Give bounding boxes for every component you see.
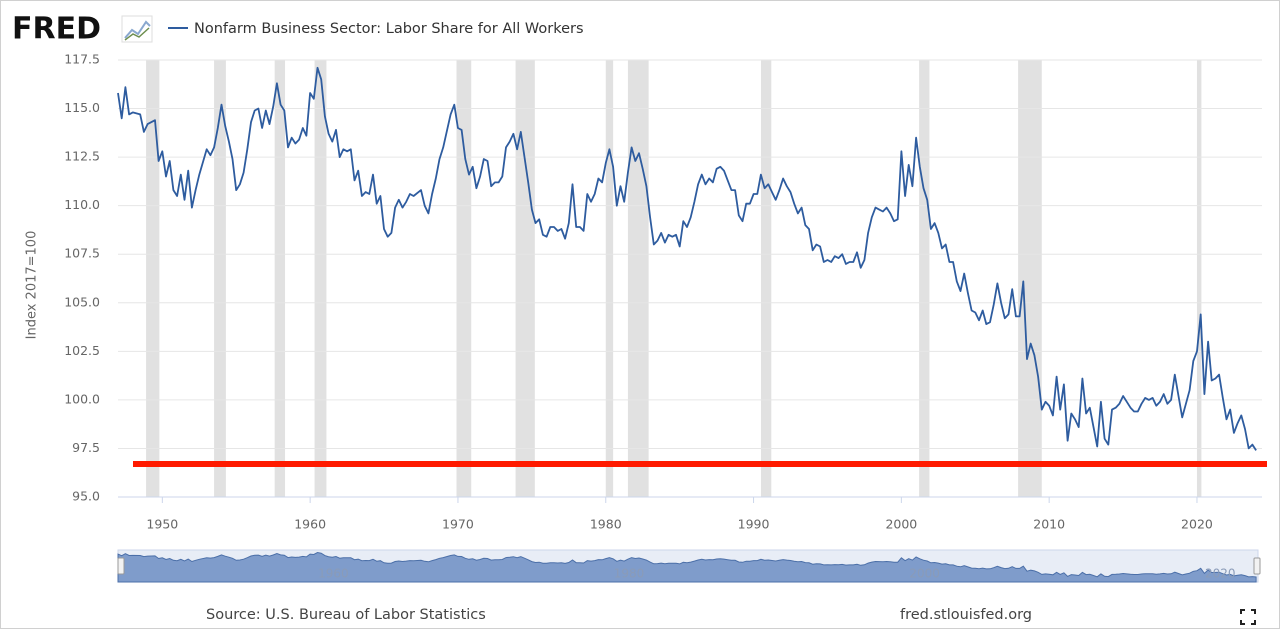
- logo-icon: [121, 15, 153, 43]
- x-tick-label: 2000: [885, 517, 917, 532]
- recession-band: [314, 60, 327, 497]
- y-tick-label: 100.0: [64, 391, 100, 406]
- x-tick-label: 1950: [146, 517, 178, 532]
- x-tick-label: 1980: [590, 517, 622, 532]
- x-tick-label: 1990: [738, 517, 770, 532]
- legend-label: Nonfarm Business Sector: Labor Share for…: [194, 21, 584, 37]
- recession-band: [605, 60, 614, 497]
- recession-band: [456, 60, 472, 497]
- y-tick-label: 107.5: [64, 246, 100, 261]
- recession-band: [1196, 60, 1202, 497]
- y-tick-label: 112.5: [64, 149, 100, 164]
- recession-band: [515, 60, 535, 497]
- y-tick-label: 97.5: [72, 440, 100, 455]
- navigator-tick-label: 1960: [318, 567, 349, 581]
- source: Source: U.S. Bureau of Labor Statistics: [206, 607, 486, 623]
- y-tick-label: 115.0: [64, 100, 100, 115]
- x-tick-label: 1970: [442, 517, 474, 532]
- x-tick-label: 2010: [1033, 517, 1065, 532]
- recession-band: [214, 60, 226, 497]
- x-tick-label: 1960: [294, 517, 326, 532]
- navigator-tick-label: 1980: [614, 567, 645, 581]
- fullscreen-icon[interactable]: [1240, 609, 1256, 625]
- logo: FRED: [12, 12, 101, 47]
- recession-band: [919, 60, 930, 497]
- recession-band: [1018, 60, 1042, 497]
- site-link[interactable]: fred.stlouisfed.org: [900, 607, 1032, 623]
- navigator[interactable]: 1960 1980 2000 2020: [117, 549, 1261, 583]
- navigator-tick-label: 2020: [1205, 567, 1236, 581]
- navigator-area: [117, 551, 1257, 583]
- recession-band: [627, 60, 649, 497]
- navigator-handle[interactable]: [1253, 557, 1261, 575]
- series-line: [117, 66, 1257, 451]
- y-tick-label: 110.0: [64, 197, 100, 212]
- recession-band: [146, 60, 160, 497]
- y-tick-label: 117.5: [64, 52, 100, 67]
- x-tick-label: 2020: [1181, 517, 1213, 532]
- navigator-tick-label: 2000: [909, 567, 940, 581]
- y-tick-label: 102.5: [64, 343, 100, 358]
- y-axis-label: Index 2017=100: [25, 231, 40, 340]
- recession-band: [274, 60, 286, 497]
- plot-area: 95.0 97.5 100.0 102.5 105.0 107.5 110.0 112.5 11…: [64, 52, 1267, 532]
- y-tick-label: 105.0: [64, 294, 100, 309]
- y-tick-label: 95.0: [72, 489, 100, 504]
- navigator-handle[interactable]: [117, 557, 125, 575]
- recession-band: [760, 60, 772, 497]
